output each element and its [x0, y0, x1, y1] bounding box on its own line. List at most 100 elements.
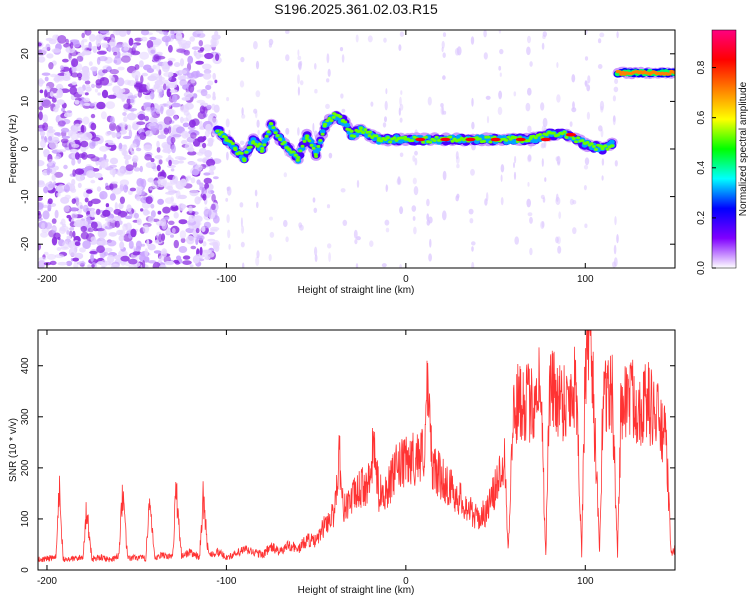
spectrogram-noise-blob	[79, 91, 86, 95]
spectrogram-noise-blob	[157, 123, 163, 131]
spectrogram-noise-blob	[87, 264, 92, 268]
y-tick-label: -10	[20, 189, 31, 204]
spectrogram-streak-blob	[601, 175, 604, 181]
spectrogram-noise-blob	[179, 58, 185, 67]
spectrogram-noise-blob	[74, 252, 84, 260]
spectrogram-noise-blob	[48, 39, 57, 45]
spectrogram-noise-blob	[89, 250, 98, 255]
spectrogram-noise-blob	[199, 232, 203, 237]
spectrogram-noise-blob	[197, 234, 205, 241]
spectrogram-streak-blob	[254, 111, 258, 119]
spectrogram-noise-blob	[128, 258, 138, 265]
spectrogram-streak-blob	[255, 60, 260, 70]
spectrogram-ridge-blob	[269, 122, 274, 126]
spectrogram-streak-blob	[399, 117, 403, 123]
spectrogram-noise-blob	[71, 58, 79, 67]
spectrogram-noise-blob	[188, 205, 193, 213]
spectrogram-noise-blob	[177, 75, 184, 81]
spectrogram-noise-blob	[68, 247, 77, 257]
spectrogram-noise-blob	[88, 41, 92, 49]
spectrogram-noise-blob	[190, 132, 197, 139]
spectrogram-noise-blob	[97, 92, 101, 96]
spectrogram-noise-blob	[108, 262, 112, 266]
spectrogram-noise-blob	[182, 122, 190, 128]
spectrogram-noise-blob	[143, 144, 153, 152]
spectrogram-noise-blob	[89, 142, 96, 149]
spectrogram-streak-blob	[541, 221, 545, 228]
spectrogram-noise-blob	[80, 140, 89, 148]
spectrogram-streak-blob	[253, 108, 258, 114]
spectrogram-noise-blob	[211, 203, 216, 211]
spectrogram-streak-blob	[442, 170, 447, 181]
spectrogram-ridge-blob	[273, 131, 278, 135]
spectrogram-noise-blob	[202, 135, 207, 141]
y-tick-label: -20	[20, 237, 31, 252]
spectrogram-noise-blob	[130, 98, 135, 104]
spectrogram-noise-blob	[60, 127, 70, 133]
spectrogram-noise-blob	[45, 85, 50, 92]
spectrogram-noise-blob	[190, 78, 196, 84]
spectrogram-noise-blob	[179, 230, 187, 239]
spectrogram-ridge-blob	[325, 119, 330, 123]
spectrogram-streak-blob	[241, 225, 245, 234]
spectrogram-noise-blob	[170, 234, 174, 238]
spectrogram-noise-blob	[140, 30, 150, 36]
spectrogram-noise-blob	[123, 47, 130, 51]
spectrogram-noise-blob	[54, 209, 59, 219]
spectrogram-ridge-blob	[423, 135, 428, 139]
spectrogram-streak-blob	[226, 97, 230, 102]
spectrogram-noise-blob	[38, 243, 42, 251]
spectrogram-noise-blob	[209, 44, 217, 48]
spectrogram-noise-blob	[123, 103, 133, 110]
snr-panel: -200 -100 0 100 0 100 200 300 400 Height of str…	[8, 329, 676, 596]
spectrogram-ridge-blob	[320, 132, 325, 136]
spectrogram-streak-blob	[500, 164, 505, 173]
spectrogram-streak-blob	[299, 224, 304, 231]
spectrogram-noise-blob	[54, 74, 60, 83]
spectrogram-noise-blob	[179, 79, 187, 87]
spectrogram-noise-blob	[96, 228, 105, 232]
spectrogram-streak-blob	[241, 107, 244, 116]
spectrogram-streak-blob	[540, 143, 546, 149]
spectrogram-noise-blob	[140, 178, 147, 188]
spectrogram-ridge-blob	[219, 130, 224, 134]
colorbar-tick-label: 0.2	[696, 211, 707, 225]
spectrogram-noise-blob	[46, 53, 54, 59]
spectrogram-noise-blob	[74, 123, 81, 131]
spectrogram-streak-blob	[226, 214, 230, 224]
spectrogram-noise-blob	[163, 116, 173, 125]
spectrogram-noise-blob	[103, 36, 112, 42]
spectrogram-noise-blob	[147, 260, 157, 264]
spectrogram-noise-blob	[144, 115, 150, 122]
spectrogram-noise-blob	[212, 240, 221, 249]
spectrogram-ridge-blob	[379, 139, 384, 143]
spectrogram-ridge-blob	[275, 134, 280, 138]
spectrogram-noise-blob	[167, 188, 176, 196]
spectrogram-noise-blob	[110, 219, 115, 223]
spectrogram-ridge-blob	[230, 142, 235, 146]
spectrogram-ridge-blob	[217, 132, 222, 136]
spectrogram-streak-blob	[285, 30, 290, 34]
spectrogram-noise-blob	[162, 79, 169, 84]
spectrogram-streak-blob	[587, 75, 591, 84]
spectrogram-streak-blob	[313, 207, 318, 213]
spectrogram-noise-blob	[84, 30, 92, 36]
spectrogram-noise-blob	[123, 184, 129, 193]
spectrogram-noise-blob	[147, 177, 155, 183]
spectrogram-streak-blob	[399, 31, 404, 37]
spectrogram-noise-blob	[45, 43, 51, 51]
spectrogram-noise-blob	[197, 111, 206, 120]
spectrogram-hotspot	[490, 137, 501, 142]
spectrogram-noise-blob	[109, 76, 115, 84]
spectrogram-noise-blob	[126, 124, 132, 132]
spectrogram-noise-blob	[178, 246, 188, 253]
spectrogram-noise-blob	[44, 76, 49, 82]
spectrogram-y-label: Frequency (Hz)	[8, 115, 19, 184]
spectrogram-streak-blob	[314, 63, 317, 70]
spectrogram-ridge-blob	[257, 142, 262, 146]
spectrogram-streak-blob	[255, 256, 260, 267]
spectrogram-noise-blob	[47, 198, 53, 205]
colorbar-ticks: 0.0 0.2 0.4 0.6 0.8	[696, 60, 716, 275]
spectrogram-streak-blob	[513, 91, 517, 97]
spectrogram-noise-blob	[139, 60, 144, 68]
